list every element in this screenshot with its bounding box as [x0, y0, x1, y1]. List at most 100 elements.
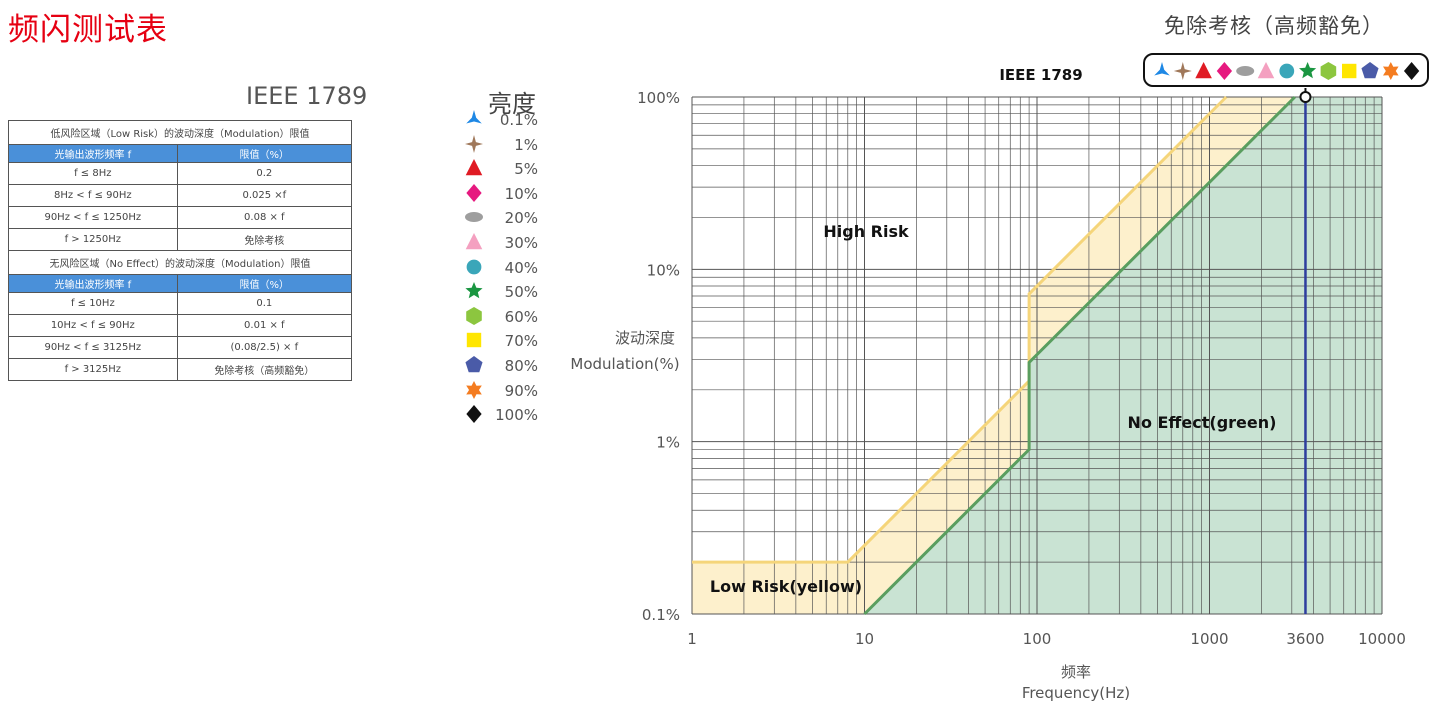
table-cell: f > 3125Hz — [8, 358, 178, 381]
legend-marker — [465, 212, 483, 223]
y-tick-label: 1% — [656, 434, 680, 452]
legend-marker — [466, 306, 482, 325]
legend-item: 30% — [458, 232, 558, 257]
legend-label: 30% — [504, 233, 538, 252]
legend-marker — [466, 405, 482, 424]
x-tick-label: 100 — [1023, 630, 1052, 648]
table-row: 90Hz < f ≤ 3125Hz (0.08/2.5) × f — [8, 336, 353, 359]
tri-spike-marker — [466, 110, 482, 124]
four-point-star-marker — [465, 134, 483, 153]
exempt-marker-box — [1143, 53, 1429, 87]
square-marker — [1342, 63, 1357, 79]
frequency-marker-dot — [1299, 91, 1312, 103]
legend-marker — [466, 380, 482, 399]
legend-item: 80% — [458, 355, 558, 380]
x-tick-label: 1 — [687, 630, 697, 648]
header-frequency: 光输出波形频率 f — [8, 144, 178, 163]
exempt-title: 免除考核（高频豁免） — [1164, 14, 1384, 38]
ellipse-marker — [465, 212, 483, 223]
exempt-markers — [1154, 62, 1420, 80]
legend-label: 100% — [495, 406, 538, 425]
y-axis-label: 波动深度 — [615, 329, 675, 347]
y-axis-label-en: Modulation(%) — [570, 355, 679, 373]
legend-marker — [465, 232, 483, 250]
table-row: f > 3125Hz 免除考核（高频豁免） — [8, 358, 353, 381]
table-row: 10Hz < f ≤ 90Hz 0.01 × f — [8, 314, 353, 337]
low-risk-title: 低风险区域（Low Risk）的波动深度（Modulation）限值 — [8, 120, 352, 145]
four-point-star-marker — [1173, 62, 1192, 80]
luminance-legend: 0.1% 1% 5% 10% 20% 30% 40% 50% 60% 70% 80% 90% 100% — [458, 109, 558, 429]
triangle-marker — [1257, 62, 1275, 79]
no-effect-label: No Effect(green) — [1128, 413, 1277, 432]
legend-item: 100% — [458, 404, 558, 429]
x-tick-label: 10000 — [1358, 630, 1406, 648]
circle-marker — [1279, 63, 1295, 79]
legend-marker — [466, 183, 482, 202]
x-axis-label-en: Frequency(Hz) — [1022, 684, 1130, 702]
star-marker — [1299, 62, 1317, 79]
legend-item: 40% — [458, 257, 558, 282]
legend-marker — [465, 134, 483, 153]
y-tick-label: 0.1% — [642, 606, 680, 624]
triangle-marker — [465, 159, 483, 176]
legend-label: 0.1% — [499, 111, 538, 129]
tri-spike-marker — [1154, 62, 1170, 76]
triangle-marker — [1195, 62, 1212, 79]
legend-marker — [465, 355, 483, 373]
six-point-star-marker — [466, 380, 482, 399]
legend-item: 50% — [458, 281, 558, 306]
triangle-marker — [465, 232, 483, 250]
page-title: 频闪测试表 — [8, 12, 168, 48]
legend-label: 50% — [504, 283, 538, 302]
legend-label: 1% — [514, 135, 538, 154]
standard-label: IEEE 1789 — [246, 82, 368, 110]
hexagon-marker — [466, 306, 482, 325]
table-cell: 免除考核（高频豁免） — [176, 358, 353, 381]
legend-marker — [465, 282, 483, 299]
legend-item: 5% — [458, 158, 558, 183]
table-row: f ≤ 10Hz 0.1 — [8, 292, 353, 315]
circle-marker — [466, 259, 482, 274]
legend-marker — [466, 110, 482, 124]
legend-label: 90% — [504, 381, 538, 400]
luminance-title: 亮度 — [488, 90, 536, 118]
legend-label: 70% — [504, 332, 538, 351]
legend-item: 20% — [458, 207, 558, 232]
chart-title: IEEE 1789 — [999, 66, 1082, 84]
pentagon-marker — [1361, 62, 1379, 79]
ellipse-marker — [1236, 66, 1255, 76]
limits-table: 低风险区域（Low Risk）的波动深度（Modulation）限值 光输出波形… — [8, 120, 353, 381]
y-tick-label: 100% — [637, 89, 680, 107]
header-frequency: 光输出波形频率 f — [8, 274, 178, 293]
legend-label: 5% — [514, 160, 538, 179]
x-axis-label: 频率 — [1061, 663, 1091, 681]
table-row: 90Hz < f ≤ 1250Hz 0.08 × f — [8, 206, 353, 229]
hexagon-marker — [1320, 62, 1337, 80]
square-marker — [466, 333, 482, 348]
star-marker — [465, 282, 483, 299]
legend-label: 80% — [504, 356, 538, 375]
table-row: 8Hz < f ≤ 90Hz 0.025 ×f — [8, 184, 353, 207]
legend-item: 70% — [458, 330, 558, 355]
no-effect-boundary-line — [863, 95, 1296, 616]
low-risk-label: Low Risk(yellow) — [710, 577, 862, 596]
legend-label: 20% — [504, 209, 538, 228]
legend-item: 10% — [458, 183, 558, 208]
x-tick-label: 10 — [855, 630, 874, 648]
x-tick-label: 3600 — [1286, 630, 1324, 648]
six-point-star-marker — [1383, 62, 1399, 80]
legend-item: 0.1% — [458, 109, 558, 134]
legend-item: 90% — [458, 380, 558, 405]
y-tick-label: 10% — [647, 261, 680, 279]
high-risk-label: High Risk — [823, 222, 909, 241]
legend-label: 10% — [504, 184, 538, 203]
legend-label: 60% — [504, 307, 538, 326]
pentagon-marker — [465, 355, 483, 373]
legend-item: 1% — [458, 134, 558, 159]
legend-marker — [466, 333, 482, 348]
legend-marker — [466, 259, 482, 274]
x-tick-label: 1000 — [1190, 630, 1228, 648]
legend-item: 60% — [458, 306, 558, 331]
legend-label: 40% — [504, 258, 538, 277]
